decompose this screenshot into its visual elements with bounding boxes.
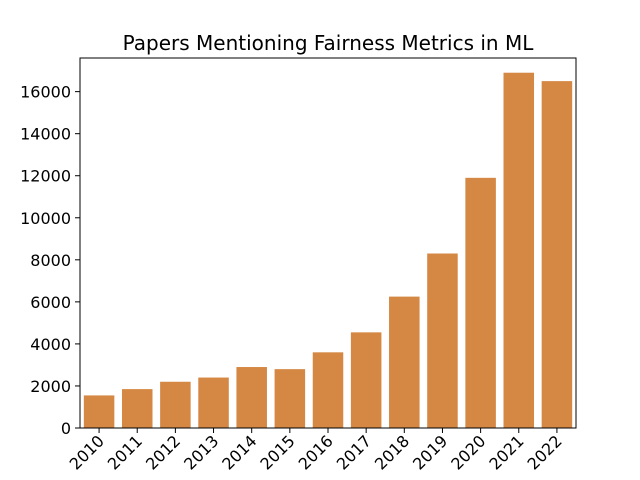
bar-2022 [541, 81, 573, 428]
x-tick-label: 2020 [447, 431, 489, 473]
y-tick-label: 16000 [20, 83, 71, 102]
bar-2016 [312, 352, 344, 428]
y-tick-label: 0 [61, 419, 71, 438]
y-tick-label: 4000 [30, 335, 71, 354]
bar-2011 [121, 389, 153, 428]
x-tick-label: 2011 [104, 431, 146, 473]
bar-2017 [350, 332, 382, 428]
bar-2014 [236, 367, 267, 428]
x-tick-label: 2013 [180, 431, 222, 473]
bar-2018 [389, 296, 420, 428]
y-axis: 0 2000 4000 6000 8000 10000 12000 14000 16000 [20, 83, 80, 438]
bar-2020 [465, 177, 496, 428]
bar-2010 [83, 395, 115, 428]
x-tick-label: 2010 [66, 431, 108, 473]
bar-2021 [503, 72, 535, 428]
bar-2013 [198, 377, 229, 428]
bar-2019 [427, 253, 458, 428]
bar-2015 [274, 369, 306, 428]
chart-title: Papers Mentioning Fairness Metrics in ML [123, 31, 535, 55]
x-tick-label: 2014 [218, 431, 260, 473]
bars-group [83, 72, 573, 428]
x-tick-label: 2012 [142, 431, 184, 473]
x-tick-label: 2018 [371, 431, 413, 473]
x-tick-label: 2015 [256, 431, 298, 473]
x-tick-label: 2022 [524, 431, 566, 473]
y-tick-label: 2000 [30, 377, 71, 396]
y-tick-label: 6000 [30, 293, 71, 312]
y-tick-label: 10000 [20, 209, 71, 228]
x-tick-label: 2019 [409, 431, 451, 473]
bar-2012 [160, 381, 191, 428]
x-axis: 2010201120122013201420152016201720182019… [66, 428, 566, 474]
y-tick-label: 14000 [20, 125, 71, 144]
x-tick-label: 2016 [295, 431, 337, 473]
y-tick-label: 8000 [30, 251, 71, 270]
plot-frame [79, 57, 577, 429]
x-tick-label: 2017 [333, 431, 375, 473]
y-tick-label: 12000 [20, 167, 71, 186]
x-tick-label: 2021 [485, 431, 527, 473]
